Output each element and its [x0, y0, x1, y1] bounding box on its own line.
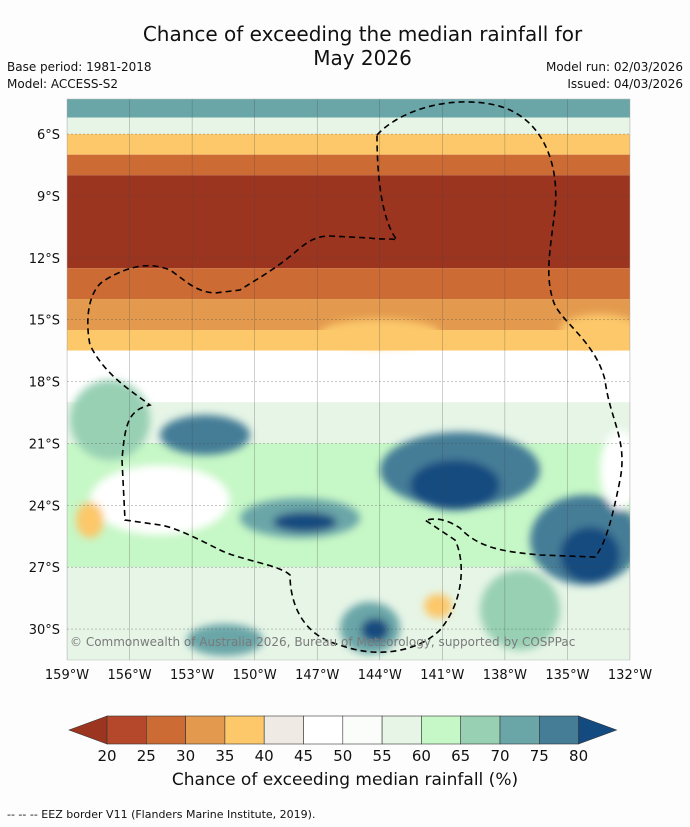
colorbar-tick-label: 75 [530, 747, 549, 765]
lat-tick-label: 6°S [37, 128, 60, 143]
colorbar-swatch [538, 715, 579, 745]
colorbar-tick-label: 60 [412, 747, 431, 765]
lon-tick-label: 138°W [483, 668, 527, 683]
footnote: -- -- -- EEZ border V11 (Flanders Marine… [7, 808, 316, 821]
rainfall-band [67, 268, 630, 300]
lat-tick-label: 12°S [29, 252, 60, 267]
colorbar-swatch [106, 715, 147, 745]
colorbar-tick-label: 30 [176, 747, 195, 765]
patch-orange [76, 502, 104, 538]
meta-right: Model run: 02/03/2026 Issued: 04/03/2026 [546, 59, 683, 93]
colorbar-swatch [224, 715, 265, 745]
rainfall-band [67, 117, 630, 135]
colorbar-swatch [146, 715, 186, 745]
colorbar-tick-label: 45 [294, 747, 313, 765]
graticule [67, 99, 630, 660]
lat-tick-label: 27°S [29, 561, 60, 576]
eez-border [87, 101, 623, 653]
colorbar-swatch [381, 715, 422, 745]
latitude-labels: 6°S 9°S 12°S 15°S 18°S 21°S 24°S 27°S 30°S [29, 128, 60, 638]
colorbar-swatch [303, 715, 344, 745]
map-title: Chance of exceeding the median rainfall … [0, 22, 690, 70]
patch-white [90, 465, 230, 535]
copyright-notice: © Commonwealth of Australia 2026, Bureau… [70, 635, 575, 649]
rainfall-bands [67, 99, 630, 660]
patch-navy [410, 460, 500, 510]
colorbar-tick-label: 50 [333, 747, 352, 765]
map-area [67, 99, 630, 660]
patch-navy [273, 512, 337, 532]
colorbar-title: Chance of exceeding median rainfall (%) [171, 770, 519, 790]
patch-navy [361, 618, 389, 642]
rainfall-band [67, 134, 630, 155]
colorbar-swatch [185, 715, 226, 745]
colorbar: 20 25 30 35 40 45 50 55 60 65 70 75 80 [68, 715, 618, 765]
colorbar-tick-label: 55 [373, 747, 392, 765]
lat-tick-label: 15°S [29, 314, 60, 329]
colorbar-tick-label: 25 [137, 747, 156, 765]
colorbar-arrow-high [578, 715, 618, 745]
longitude-labels: 159°W 156°W 153°W 150°W 147°W 144°W 141°W 138°W… [45, 668, 652, 683]
lon-tick-label: 135°W [545, 668, 589, 683]
patch-teal [160, 415, 250, 455]
lon-tick-label: 150°W [233, 668, 277, 683]
lon-tick-label: 141°W [420, 668, 464, 683]
rainfall-band [67, 99, 630, 118]
patch-navy [560, 527, 620, 583]
colorbar-swatch [499, 715, 540, 745]
model-run: Model run: 02/03/2026 [545, 60, 683, 74]
lat-tick-label: 24°S [29, 499, 60, 514]
lon-tick-label: 156°W [107, 668, 151, 683]
title-line-2: May 2026 [313, 46, 412, 70]
rainfall-band [67, 350, 630, 403]
lon-tick-label: 147°W [295, 668, 339, 683]
colorbar-tick-label: 70 [490, 747, 509, 765]
colorbar-tick-label: 35 [215, 747, 234, 765]
lat-tick-label: 30°S [29, 623, 60, 638]
colorbar-tick-label: 80 [569, 747, 588, 765]
colorbar-swatch [460, 715, 501, 745]
patch-orange [424, 594, 452, 618]
patch-teal [187, 624, 263, 656]
lat-tick-label: 9°S [37, 190, 60, 205]
patch-green [480, 570, 560, 650]
meta-left: Base period: 1981-2018 Model: ACCESS-S2 [7, 59, 152, 93]
lat-tick-label: 18°S [29, 376, 60, 391]
base-period: Base period: 1981-2018 [7, 60, 152, 74]
patch-orange [560, 314, 630, 346]
title-line-1: Chance of exceeding the median rainfall … [142, 22, 583, 46]
issued-date: Issued: 04/03/2026 [567, 77, 683, 91]
colorbar-tick-label: 20 [97, 747, 116, 765]
rainfall-band [67, 175, 630, 269]
patch-green [70, 380, 150, 460]
colorbar-tick-label: 40 [255, 747, 274, 765]
lat-tick-label: 21°S [29, 437, 60, 452]
colorbar-swatch [342, 715, 383, 745]
map-frame [66, 98, 631, 661]
colorbar-tick-label: 65 [451, 747, 470, 765]
model-name: Model: ACCESS-S2 [7, 77, 119, 91]
lon-tick-label: 153°W [170, 668, 214, 683]
colorbar-arrow-low [68, 715, 108, 745]
lon-tick-label: 159°W [45, 668, 89, 683]
rainfall-band [67, 154, 630, 176]
rainfall-patches [70, 314, 630, 656]
rainfall-band [67, 402, 630, 444]
patch-white [600, 430, 630, 510]
lon-tick-label: 132°W [608, 668, 652, 683]
colorbar-swatch [421, 715, 461, 745]
lon-tick-label: 144°W [358, 668, 402, 683]
colorbar-swatch [263, 715, 304, 745]
